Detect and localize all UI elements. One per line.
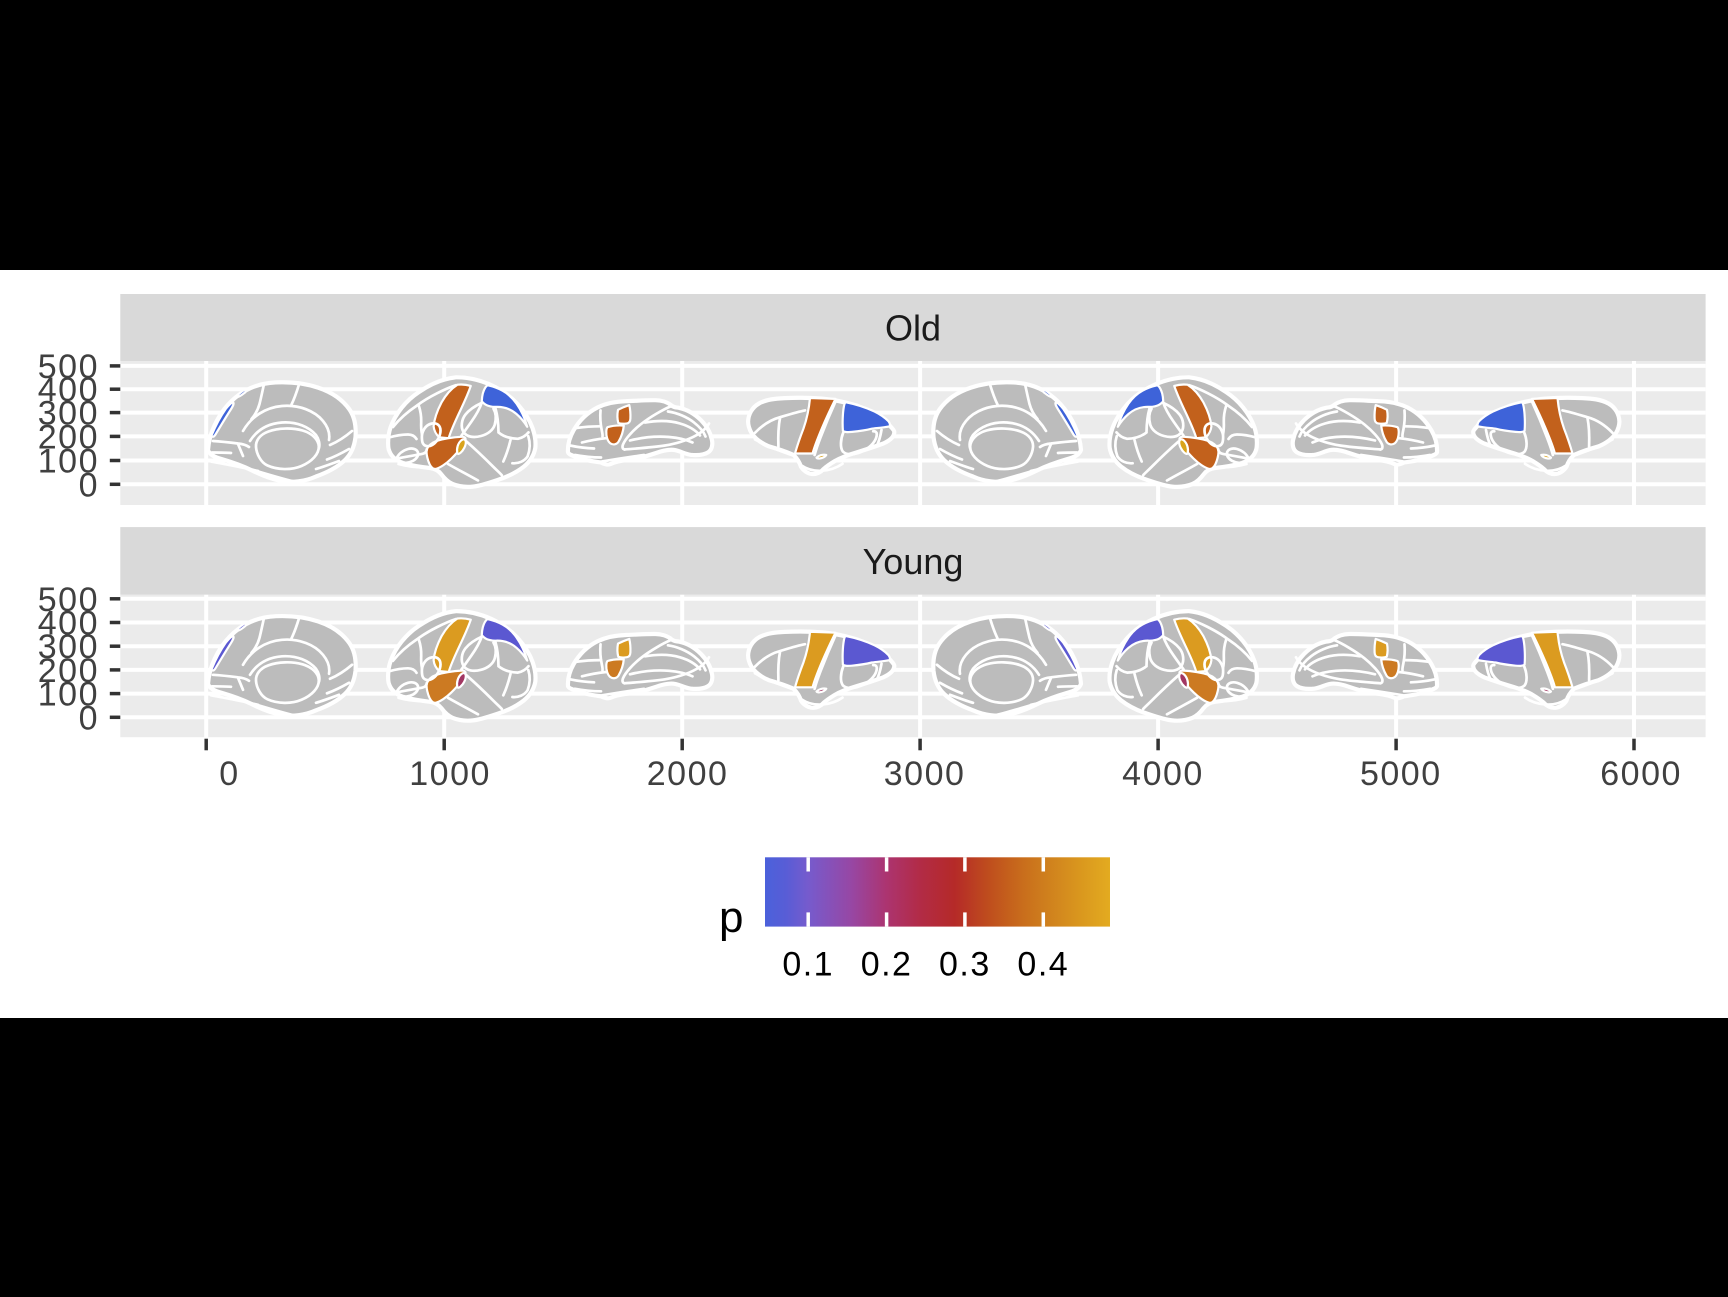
svg-text:Old: Old	[885, 308, 941, 349]
svg-text:200: 200	[38, 418, 99, 456]
svg-text:500: 500	[38, 348, 99, 386]
svg-text:0: 0	[79, 699, 99, 737]
svg-text:4000: 4000	[1122, 755, 1204, 793]
svg-text:400: 400	[38, 371, 99, 409]
svg-text:100: 100	[38, 676, 99, 714]
svg-text:0.4: 0.4	[1017, 946, 1069, 984]
svg-text:p: p	[719, 893, 743, 942]
svg-text:3000: 3000	[884, 755, 966, 793]
svg-text:100: 100	[38, 443, 99, 481]
svg-text:0: 0	[79, 466, 99, 504]
svg-text:0.1: 0.1	[782, 946, 834, 984]
svg-text:1000: 1000	[409, 755, 491, 793]
svg-text:5000: 5000	[1360, 755, 1442, 793]
svg-text:0: 0	[219, 755, 239, 793]
svg-text:400: 400	[38, 605, 99, 643]
svg-text:2000: 2000	[647, 755, 729, 793]
svg-text:6000: 6000	[1600, 755, 1682, 793]
svg-text:300: 300	[38, 395, 99, 433]
svg-text:Young: Young	[863, 541, 964, 582]
svg-text:0.3: 0.3	[939, 946, 991, 984]
svg-text:500: 500	[38, 581, 99, 619]
svg-text:300: 300	[38, 628, 99, 666]
svg-text:0.2: 0.2	[861, 946, 913, 984]
svg-text:200: 200	[38, 652, 99, 690]
